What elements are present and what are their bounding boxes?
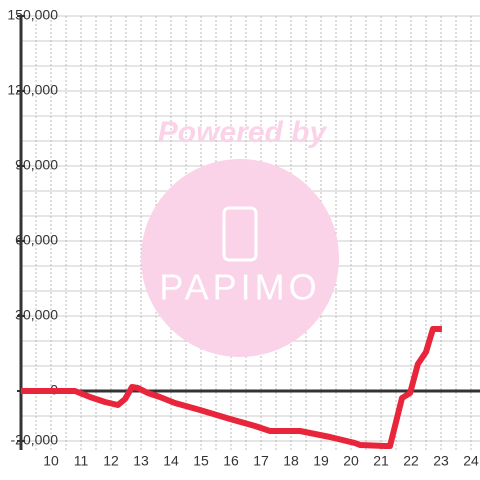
watermark-circle	[141, 159, 339, 357]
x-tick-label: 17	[253, 453, 269, 469]
x-tick-label: 22	[403, 453, 419, 469]
watermark-logo: PAPIMO	[159, 267, 320, 308]
x-tick-label: 13	[133, 453, 149, 469]
y-tick-label: -20,000	[11, 432, 59, 448]
x-tick-label: 10	[43, 453, 59, 469]
x-tick-label: 12	[103, 453, 119, 469]
x-tick-label: 18	[283, 453, 299, 469]
y-tick-label: 30,000	[15, 307, 58, 323]
x-tick-label: 15	[193, 453, 209, 469]
x-tick-label: 14	[163, 453, 179, 469]
grid	[21, 15, 480, 450]
watermark: Powered by PAPIMO	[141, 116, 339, 357]
watermark-phone	[222, 206, 258, 262]
x-tick-label: 16	[223, 453, 239, 469]
x-tick-label: 11	[74, 453, 89, 469]
x-tick-label: 19	[313, 453, 329, 469]
data-line	[21, 326, 442, 449]
y-tick-label: 150,000	[7, 7, 58, 23]
y-tick-label: 60,000	[15, 232, 58, 248]
y-tick-label: 90,000	[15, 157, 58, 173]
x-tick-label: 20	[343, 453, 359, 469]
y-tick-label: 120,000	[7, 82, 58, 98]
watermark-text: Powered by	[158, 116, 328, 149]
x-tick-label: 23	[433, 453, 449, 469]
x-tick-label: 21	[373, 453, 389, 469]
x-tick-label: 24	[463, 453, 479, 469]
